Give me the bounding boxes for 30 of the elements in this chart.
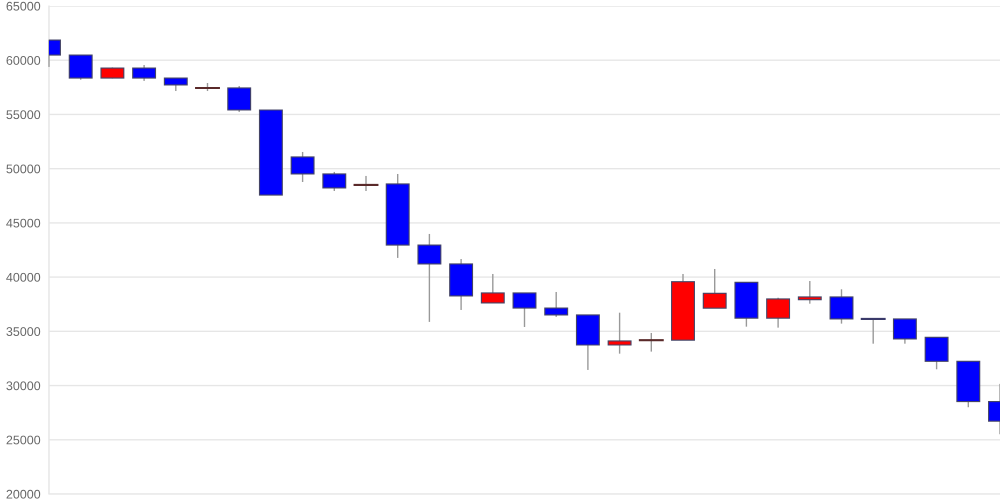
candlestick xyxy=(512,292,536,328)
y-tick-label: 20000 xyxy=(6,490,40,499)
candlestick xyxy=(322,171,346,192)
candlestick xyxy=(164,76,188,92)
candlestick xyxy=(480,273,505,304)
y-tick-label: 35000 xyxy=(6,327,40,336)
y-tick-label: 45000 xyxy=(6,218,40,228)
candlestick xyxy=(766,297,790,328)
y-tick-label: 65000 xyxy=(6,2,40,11)
candlestick xyxy=(544,291,568,318)
y-tick-label: 40000 xyxy=(6,272,40,282)
candlestick xyxy=(354,175,378,192)
candlestick xyxy=(132,64,156,82)
candlestick xyxy=(608,312,632,354)
candlestick xyxy=(638,332,664,352)
candlestick xyxy=(924,336,949,370)
candlestick xyxy=(860,318,886,344)
candlestick xyxy=(892,318,917,344)
candlestick xyxy=(417,233,442,323)
y-tick-label: 30000 xyxy=(6,381,40,390)
candlestick xyxy=(68,54,93,80)
y-tick-label: 50000 xyxy=(6,164,40,174)
candlestick xyxy=(798,280,822,304)
candlestick xyxy=(290,151,315,183)
y-tick-label: 60000 xyxy=(6,56,40,65)
candlestick xyxy=(227,85,252,113)
candlestick xyxy=(830,288,854,324)
y-tick-label: 25000 xyxy=(6,436,40,444)
y-tick-label: 55000 xyxy=(6,110,40,120)
candlestick xyxy=(702,268,727,309)
